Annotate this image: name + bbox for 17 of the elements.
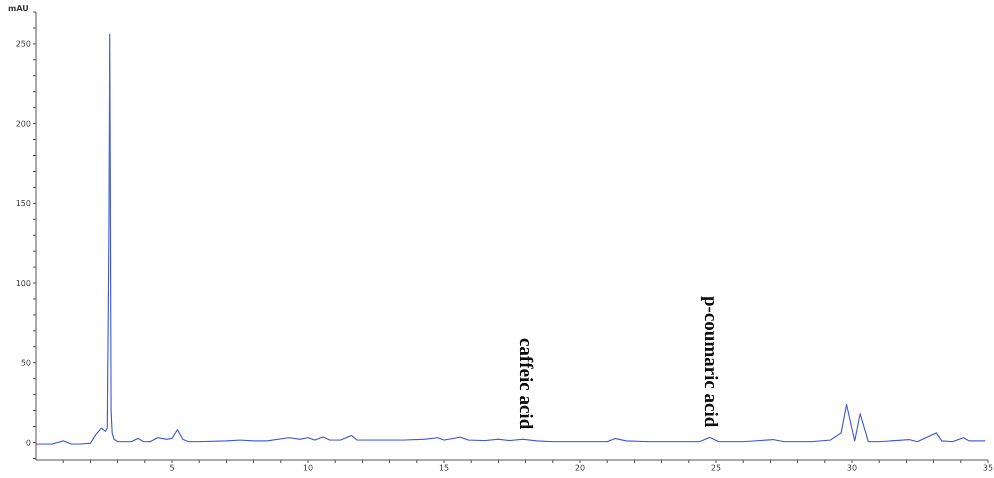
x-tick-label: 35	[982, 464, 994, 473]
x-tick-label: 25	[710, 464, 722, 473]
x-tick-label: 20	[574, 464, 586, 473]
annotation: caffeic acid	[515, 338, 536, 430]
y-tick-label: 150	[16, 199, 31, 208]
y-tick-label: 100	[16, 278, 31, 288]
annotation: p-coumaric acid	[700, 296, 722, 428]
x-tick-label: 15	[438, 464, 450, 473]
y-tick-label: 200	[16, 119, 31, 128]
x-tick-label: 5	[169, 464, 175, 473]
y-axis-title: mAU	[8, 4, 29, 13]
y-tick-label: 0	[26, 438, 31, 448]
y-tick-label: 50	[20, 358, 31, 368]
x-tick-label: 30	[846, 464, 858, 473]
line-series	[36, 34, 986, 445]
x-tick-label: 10	[302, 464, 314, 473]
y-tick-label: 250	[16, 40, 31, 49]
